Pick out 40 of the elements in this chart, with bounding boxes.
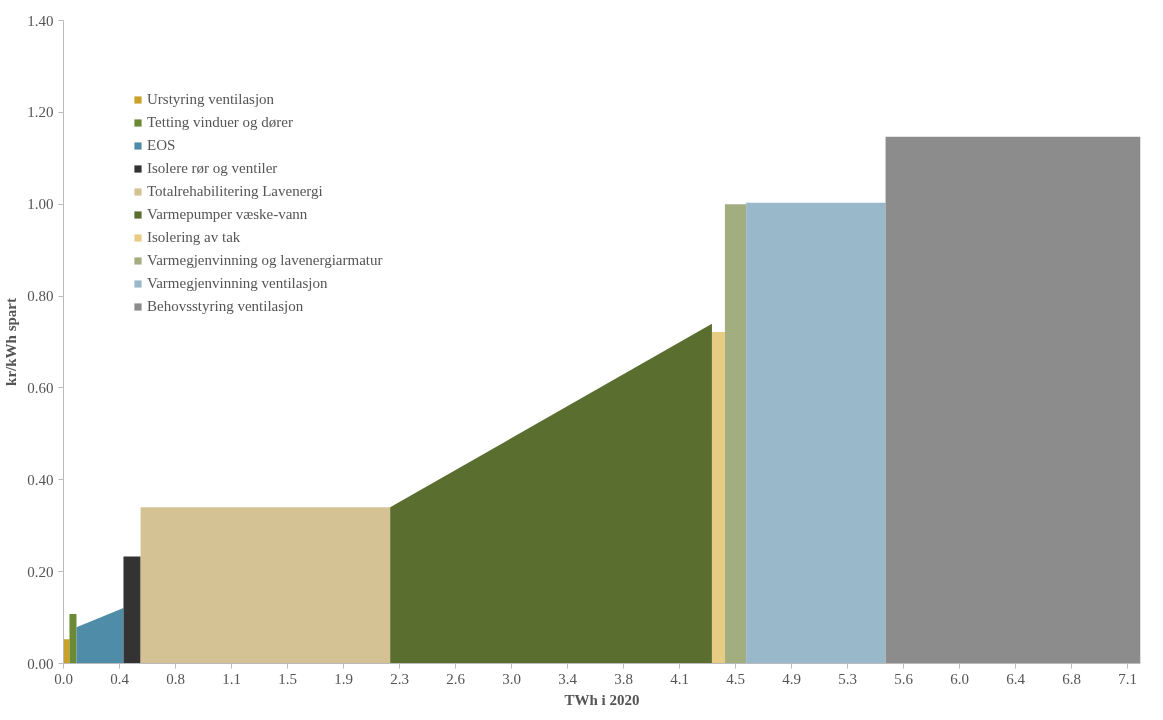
legend-label: Behovsstyring ventilasjon xyxy=(147,297,304,315)
x-tick-label: 5.6 xyxy=(894,670,914,687)
legend-label: Isolere rør og ventiler xyxy=(147,159,278,177)
legend-label: EOS xyxy=(147,136,176,154)
x-tick-label: 0.4 xyxy=(110,670,130,687)
y-tick-label: 0.00 xyxy=(27,655,54,672)
y-tick-label: 1.00 xyxy=(27,196,54,213)
legend-label: Totalrehabilitering Lavenergi xyxy=(147,182,323,200)
x-axis-title: TWh i 2020 xyxy=(564,691,640,708)
legend-label: Varmegjenvinning ventilasjon xyxy=(147,274,328,292)
x-tick-label: 4.9 xyxy=(782,670,802,687)
legend-label: Urstyring ventilasjon xyxy=(147,90,275,108)
y-axis-title: kr/kWh spart xyxy=(3,298,20,386)
x-tick-label: 1.9 xyxy=(334,670,353,687)
x-tick-label: 3.0 xyxy=(502,670,521,687)
x-tick-label: 1.1 xyxy=(222,670,241,687)
x-tick-label: 6.8 xyxy=(1062,670,1082,687)
x-tick-label: 2.3 xyxy=(390,670,409,687)
y-tick-label: 1.20 xyxy=(27,104,54,121)
y-tick-label: 0.60 xyxy=(27,379,54,396)
x-tick-label: 0.0 xyxy=(54,670,73,687)
y-tick-label: 0.80 xyxy=(27,288,54,305)
x-tick-label: 3.4 xyxy=(558,670,578,687)
x-tick-label: 1.5 xyxy=(278,670,297,687)
x-tick-label: 5.3 xyxy=(838,670,858,687)
legend-label: Varmepumper væske-vann xyxy=(147,205,308,223)
x-tick-label: 6.4 xyxy=(1006,670,1026,687)
x-tick-label: 6.0 xyxy=(950,670,970,687)
x-tick-label: 7.1 xyxy=(1118,670,1138,687)
y-tick-label: 1.40 xyxy=(27,12,54,29)
y-tick-label: 0.20 xyxy=(27,563,54,580)
x-tick-label: 4.5 xyxy=(726,670,746,687)
legend-label: Tetting vinduer og dører xyxy=(147,113,293,131)
x-tick-label: 4.1 xyxy=(670,670,690,687)
legend-label: Isolering av tak xyxy=(147,228,241,246)
x-tick-label: 0.8 xyxy=(166,670,185,687)
y-tick-label: 0.40 xyxy=(27,471,54,488)
x-tick-label: 2.6 xyxy=(446,670,466,687)
x-tick-label: 3.8 xyxy=(614,670,633,687)
legend-label: Varmegjenvinning og lavenergiarmatur xyxy=(147,251,383,269)
